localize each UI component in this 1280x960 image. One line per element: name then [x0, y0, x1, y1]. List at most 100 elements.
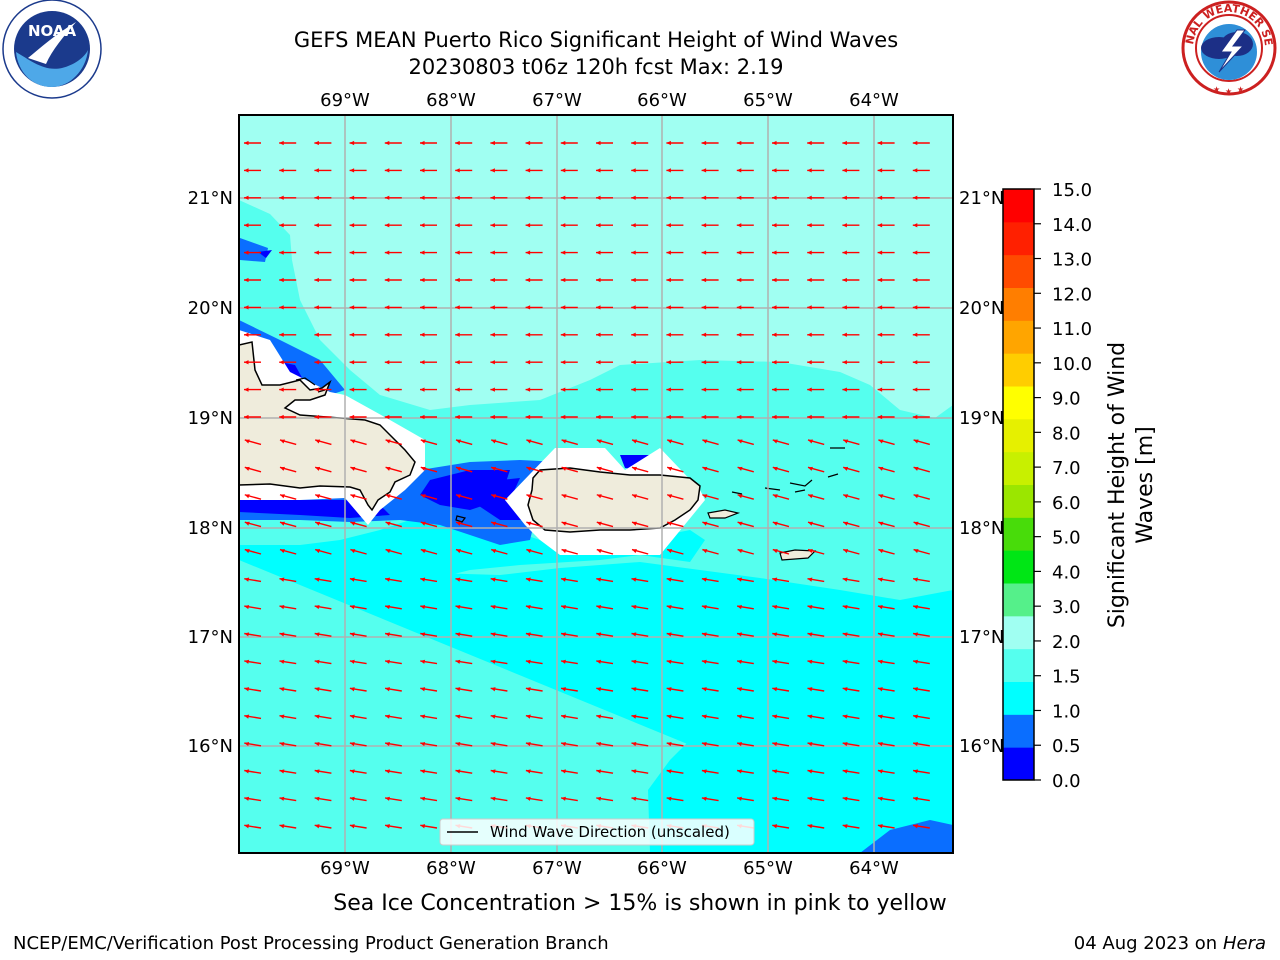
wind-arrow [455, 548, 473, 555]
wind-arrow [877, 277, 895, 283]
wind-arrow [490, 687, 508, 692]
wind-arrow [596, 223, 613, 228]
wind-arrow [736, 305, 754, 310]
wind-arrow [279, 521, 297, 528]
wind-arrow [526, 494, 543, 500]
footer-date: 04 Aug 2023 on Hera [1073, 933, 1266, 954]
wind-arrow [807, 250, 825, 255]
wind-arrow [807, 632, 825, 637]
wind-arrow [525, 414, 543, 420]
wind-arrow [807, 577, 825, 583]
wind-arrow [420, 360, 437, 365]
wind-arrow [877, 360, 895, 365]
lon-label-bottom: 65°W [743, 858, 793, 879]
wind-arrow [772, 305, 789, 310]
wind-arrow [420, 687, 438, 692]
wind-arrow [244, 494, 262, 500]
wind-arrow [596, 439, 614, 446]
wind-arrow [384, 824, 402, 829]
wind-arrow [560, 604, 578, 610]
wind-arrow [666, 195, 684, 200]
wind-arrow [666, 466, 684, 473]
wind-arrow [244, 414, 261, 420]
lat-label-right: 16°N [959, 736, 1004, 757]
wind-arrow [455, 223, 473, 228]
wind-arrow [842, 659, 860, 665]
wind-arrow [596, 714, 614, 720]
colorbar-swatch [1003, 714, 1034, 748]
wind-arrow [631, 632, 649, 637]
wind-arrow [666, 577, 684, 583]
wind-arrow [701, 360, 719, 365]
lon-label-bottom: 66°W [637, 858, 687, 879]
wind-arrow [772, 277, 789, 283]
wind-arrow [736, 659, 754, 665]
wind-arrow [807, 387, 825, 392]
wind-arrow [631, 305, 649, 310]
wind-arrow [666, 687, 684, 692]
wind-arrow [666, 414, 684, 420]
wind-arrow [244, 305, 261, 310]
wind-arrow [631, 796, 649, 802]
wind-arrow [912, 796, 930, 802]
wind-arrow [525, 250, 543, 255]
wind-arrow [736, 604, 754, 610]
wind-arrow [912, 277, 930, 283]
wind-arrow [878, 494, 895, 500]
colorbar-swatch [1003, 353, 1034, 387]
wind-arrow [877, 687, 895, 692]
wind-arrow [631, 604, 649, 610]
wind-arrow [772, 577, 790, 583]
chart-title: GEFS MEAN Puerto Rico Significant Height… [293, 28, 899, 52]
wind-arrow [807, 824, 825, 829]
wind-arrow [384, 277, 402, 283]
wind-arrow [455, 796, 473, 802]
wind-arrow [736, 195, 754, 200]
lat-label-left: 17°N [188, 627, 233, 648]
wind-arrow [701, 577, 719, 583]
colorbar-swatch [1003, 451, 1034, 485]
wind-arrow [701, 769, 719, 774]
wind-arrow [314, 332, 332, 337]
wind-arrow [701, 305, 719, 310]
wind-arrow [596, 521, 614, 528]
wind-arrow [455, 466, 473, 473]
wind-arrow [455, 577, 473, 583]
wind-arrow [701, 741, 719, 747]
wind-arrow [279, 632, 297, 637]
wind-arrow [525, 604, 543, 610]
lat-label-left: 20°N [188, 298, 233, 319]
wind-arrow [666, 548, 684, 555]
wind-arrow [666, 439, 684, 446]
wind-arrow [279, 332, 297, 337]
wind-arrow [842, 466, 860, 473]
wind-arrow [384, 714, 402, 720]
wind-arrow [314, 439, 332, 446]
wind-arrow [420, 741, 438, 747]
wind-arrow [384, 659, 402, 665]
wind-arrow [560, 741, 578, 747]
wind-arrow [842, 223, 860, 228]
wind-arrow [525, 277, 543, 283]
wind-arrow [279, 687, 297, 692]
wind-arrow [244, 466, 262, 473]
wind-arrow [772, 466, 790, 473]
wind-arrow [490, 521, 508, 528]
colorbar-tick-label: 7.0 [1052, 458, 1081, 479]
wind-arrow [912, 332, 930, 337]
wind-arrow [525, 195, 543, 200]
wind-arrow [877, 250, 895, 255]
lon-label-bottom: 64°W [849, 858, 899, 879]
wind-arrow [772, 250, 789, 255]
wind-arrow [912, 168, 930, 173]
colorbar: 0.0 0.5 1.0 1.5 2.0 3.0 4.0 5.0 6.0 7.0 8.0 9.0 10.0… [1002, 180, 1092, 792]
wind-arrow [596, 195, 613, 200]
map-frame [238, 114, 954, 854]
wind-arrow [455, 714, 473, 720]
wind-arrow [279, 277, 297, 283]
wind-arrow [596, 387, 613, 392]
wind-arrow [877, 140, 895, 146]
colorbar-tick-label: 13.0 [1052, 250, 1092, 271]
sea-ice-caption: Sea Ice Concentration > 15% is shown in … [333, 891, 947, 916]
wind-arrow [737, 494, 754, 500]
